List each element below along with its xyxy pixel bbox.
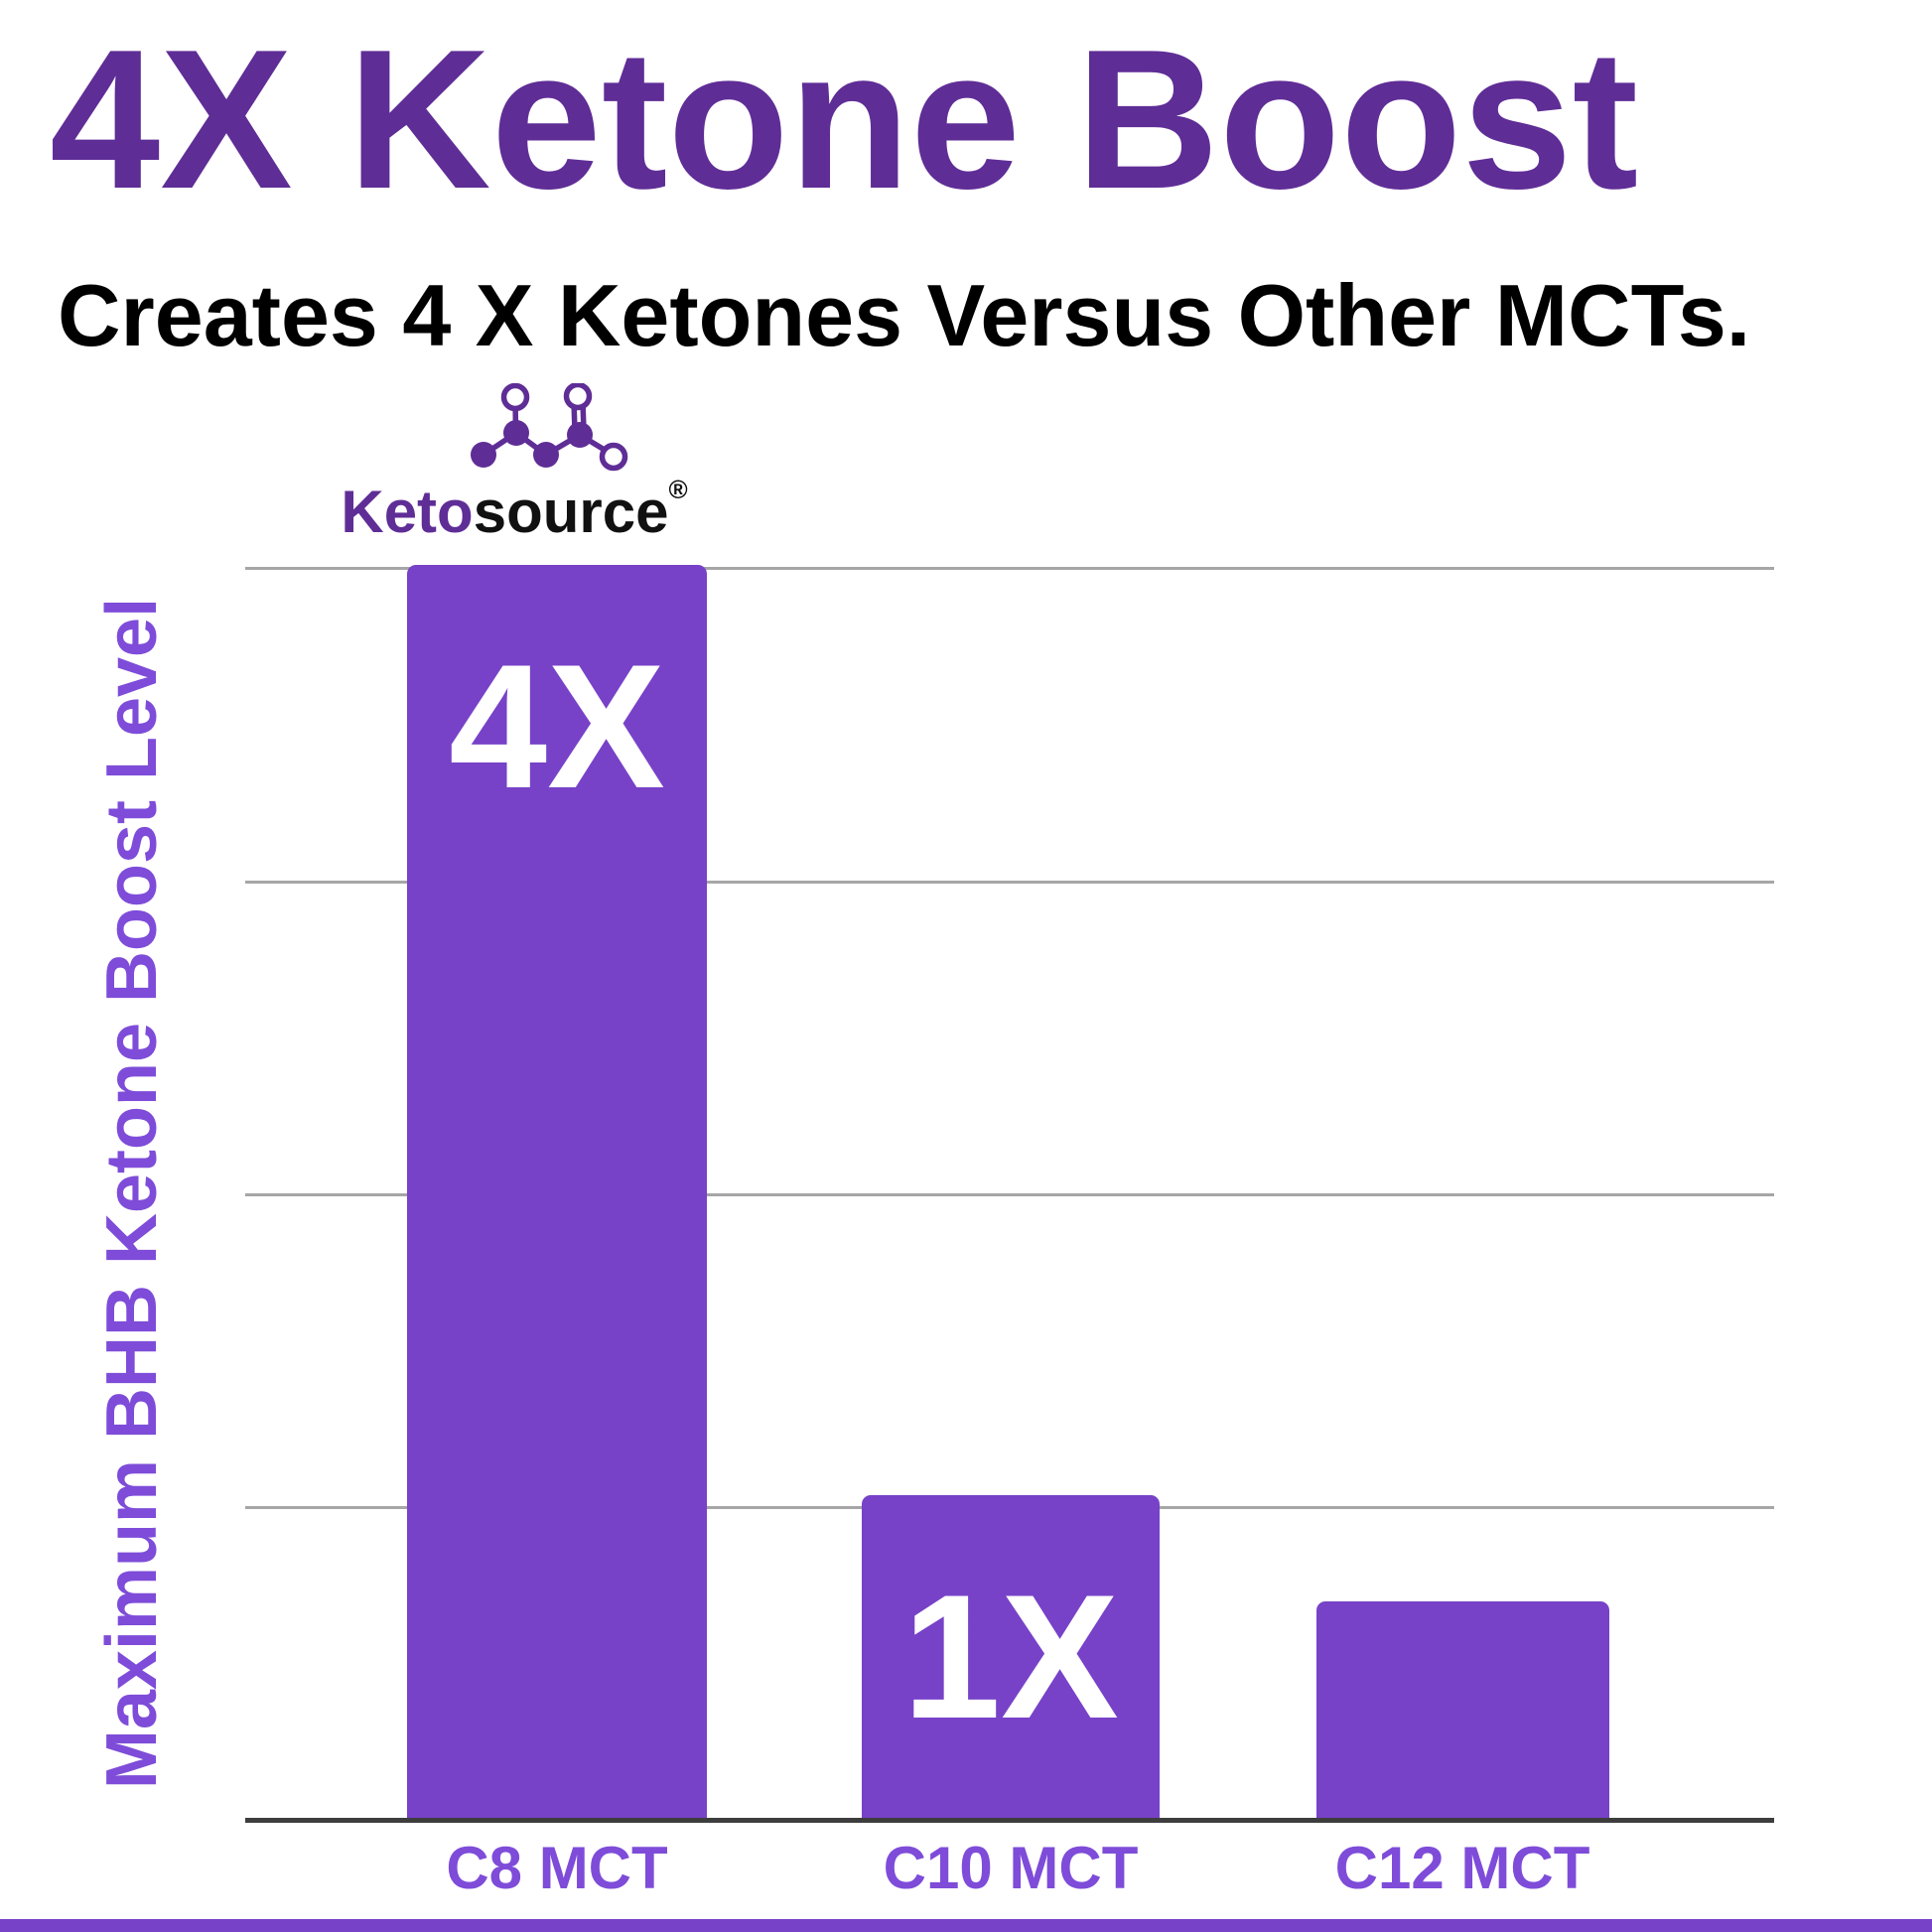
x-axis-baseline	[245, 1818, 1774, 1823]
bar-value-label-c8: 4X	[449, 627, 665, 825]
brand-keto: Keto	[341, 479, 474, 545]
brand-wordmark: Ketosource®	[316, 477, 713, 542]
y-axis-label: Maximum BHB Ketone Boost Level	[92, 597, 172, 1790]
ketosource-logo: Ketosource®	[316, 383, 713, 552]
page-title: 4X Ketone Boost	[50, 9, 1639, 230]
gridline-2x	[245, 1193, 1774, 1196]
gridline-3x	[245, 881, 1774, 884]
registered-trademark-symbol: ®	[668, 475, 688, 504]
bar-value-label-c10: 1X	[902, 1557, 1119, 1755]
x-axis-label-c12: C12 MCT	[1334, 1835, 1590, 1901]
ketone-molecule-icon	[471, 383, 628, 472]
brand-source: source	[473, 479, 669, 545]
page-subtitle: Creates 4 X Ketones Versus Other MCTs.	[58, 266, 1751, 364]
bar-c8-mct: 4X	[407, 565, 707, 1818]
bar-c12-mct	[1316, 1601, 1609, 1818]
gridline-4x	[245, 567, 1774, 570]
footer-accent-bar	[0, 1919, 1932, 1932]
bar-c10-mct: 1X	[862, 1495, 1160, 1818]
x-axis-label-c8: C8 MCT	[446, 1835, 668, 1901]
x-axis-label-c10: C10 MCT	[883, 1835, 1139, 1901]
